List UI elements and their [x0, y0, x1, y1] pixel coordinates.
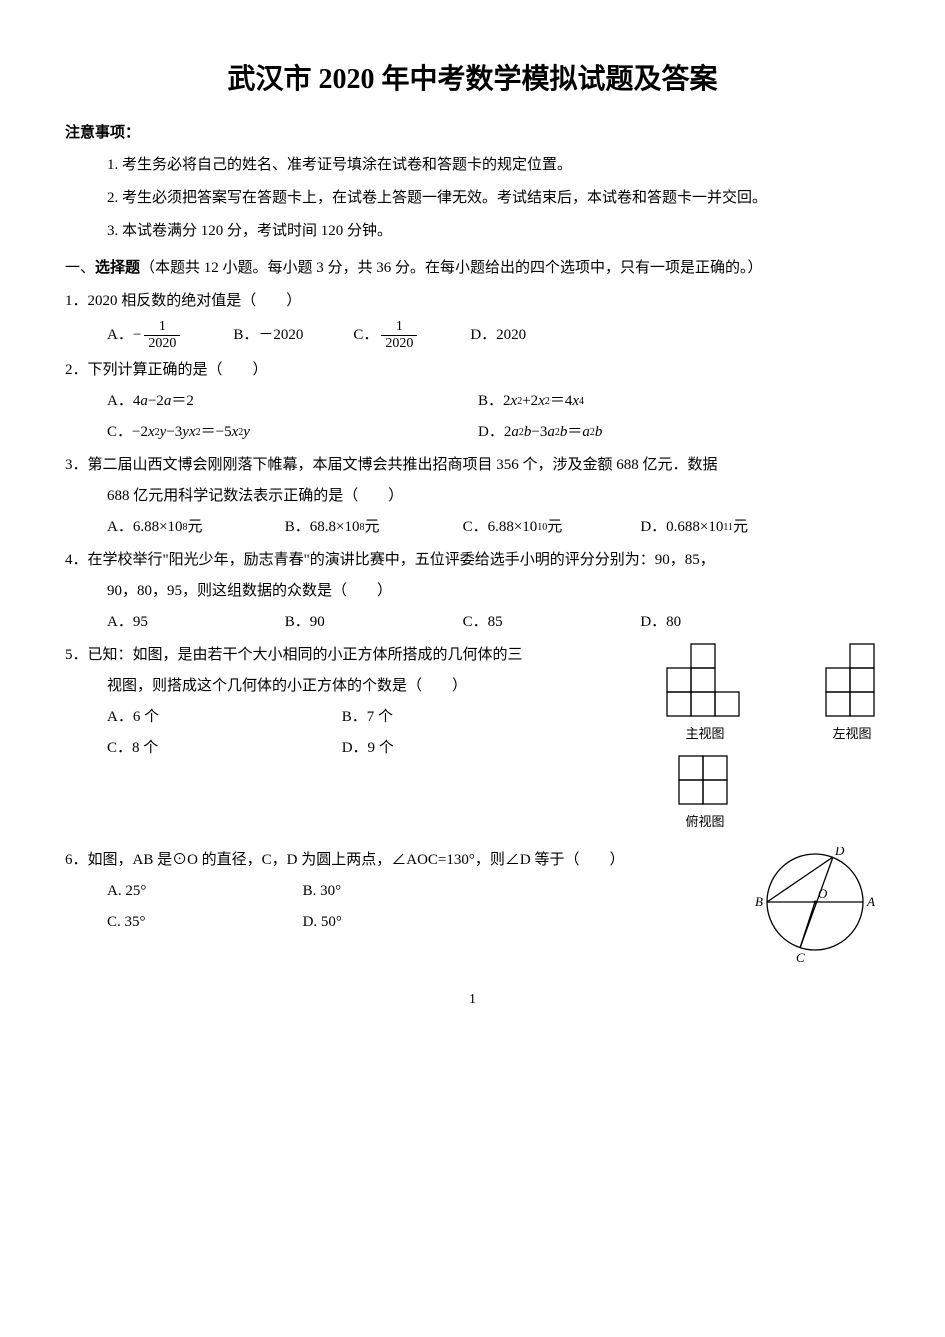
svg-text:O: O [818, 886, 828, 901]
q1-opt-b: B．－2020 [233, 319, 303, 351]
top-view-icon [677, 754, 733, 808]
q5-options-row2: C．8 个 D．9 个 [65, 735, 596, 762]
front-view-icon [665, 642, 745, 720]
q4-opt-a: A．95 [107, 609, 285, 636]
q1-opt-d: D．2020 [470, 319, 526, 351]
fraction-icon: 12020 [381, 319, 417, 351]
svg-text:A: A [866, 894, 875, 909]
q4-options: A．95 B．90 C．85 D．80 [65, 609, 880, 636]
q1-opt-a: A．−12020 [107, 319, 183, 351]
q5-figure: 主视图 左视图 俯视图 [665, 642, 880, 841]
q4-text: 4．在学校举行"阳光少年，励志青春"的演讲比赛中，五位评委给选手小明的评分分别为… [65, 547, 880, 574]
q3-options: A．6.88×108 元 B．68.8×108 元 C．6.88×1010 元 … [65, 514, 880, 541]
q5-opt-c: C．8 个 [107, 735, 342, 762]
page-title: 武汉市 2020 年中考数学模拟试题及答案 [65, 55, 880, 105]
q3-opt-c: C．6.88×1010 元 [463, 514, 641, 541]
q5-opt-d: D．9 个 [342, 735, 577, 762]
q2-options-row1: A．4a−2a＝2 B．2x2+2x2＝4x4 [65, 388, 880, 415]
frac-num: 1 [144, 319, 180, 335]
q1-text: 1．2020 相反数的绝对值是（ ） [65, 288, 880, 315]
q6-opt-d: D. 50° [303, 909, 499, 936]
question-2: 2．下列计算正确的是（ ） A．4a−2a＝2 B．2x2+2x2＝4x4 C．… [65, 357, 880, 446]
q3-opt-a: A．6.88×108 元 [107, 514, 285, 541]
side-label: 左视图 [824, 722, 880, 745]
q5-top-view: 俯视图 [677, 754, 733, 833]
q3-sub: 688 亿元用科学记数法表示正确的是（ ） [65, 483, 880, 510]
q1-options: A．−12020 B．－2020 C．12020 D．2020 [65, 319, 880, 351]
q4-opt-b: B．90 [285, 609, 463, 636]
q1-c-prefix: C． [353, 322, 378, 349]
section-rest: （本题共 12 小题。每小题 3 分，共 36 分。在每小题给出的四个选项中，只… [140, 260, 763, 276]
q5-options-row1: A．6 个 B．7 个 [65, 704, 596, 731]
q4-opt-c: C．85 [463, 609, 641, 636]
q6-opt-b: B. 30° [303, 878, 499, 905]
q5-opt-a: A．6 个 [107, 704, 342, 731]
q6-opt-a: A. 25° [107, 878, 303, 905]
q4-opt-d: D．80 [640, 609, 818, 636]
q6-opt-c: C. 35° [107, 909, 303, 936]
q3-opt-b: B．68.8×108 元 [285, 514, 463, 541]
q5-side-view: 左视图 [824, 642, 880, 745]
q5-views-row2: 俯视图 [665, 754, 880, 833]
q2-opt-a: A．4a−2a＝2 [107, 388, 478, 415]
svg-text:D: D [834, 847, 845, 858]
q6-options-row1: A. 25° B. 30° [65, 878, 515, 905]
svg-text:C: C [796, 950, 805, 962]
page-number: 1 [65, 987, 880, 1012]
front-label: 主视图 [665, 722, 745, 745]
section-prefix: 一、 [65, 260, 95, 276]
q2-opt-b: B．2x2+2x2＝4x4 [478, 388, 849, 415]
question-6: ABCDO 6．如图，AB 是⊙O 的直径，C，D 为圆上两点，∠AOC=130… [65, 847, 880, 962]
side-view-icon [824, 642, 880, 720]
circle-diagram-icon: A B C D O [755, 847, 880, 962]
q1-opt-c: C．12020 [353, 319, 420, 351]
question-3: 3．第二届山西文博会刚刚落下帷幕，本届文博会共推出招商项目 356 个，涉及金额… [65, 452, 880, 541]
section-1-header: 一、选择题（本题共 12 小题。每小题 3 分，共 36 分。在每小题给出的四个… [65, 255, 880, 282]
frac-den: 2020 [144, 336, 180, 351]
q6-options-row2: C. 35° D. 50° [65, 909, 515, 936]
q5-views-row1: 主视图 左视图 [665, 642, 880, 745]
q1-a-prefix: A． [107, 322, 133, 349]
frac-num: 1 [381, 319, 417, 335]
q2-text: 2．下列计算正确的是（ ） [65, 357, 880, 384]
question-4: 4．在学校举行"阳光少年，励志青春"的演讲比赛中，五位评委给选手小明的评分分别为… [65, 547, 880, 636]
notice-item-2: 2. 考生必须把答案写在答题卡上，在试卷上答题一律无效。考试结束后，本试卷和答题… [65, 185, 880, 212]
q2-opt-d: D．2a2b−3a2b＝a2b [478, 419, 849, 446]
top-label: 俯视图 [677, 810, 733, 833]
q5-front-view: 主视图 [665, 642, 745, 745]
q5-opt-b: B．7 个 [342, 704, 577, 731]
frac-den: 2020 [381, 336, 417, 351]
notice-item-3: 3. 本试卷满分 120 分，考试时间 120 分钟。 [65, 218, 880, 245]
notice-header: 注意事项： [65, 120, 880, 147]
fraction-icon: 12020 [144, 319, 180, 351]
q3-text: 3．第二届山西文博会刚刚落下帷幕，本届文博会共推出招商项目 356 个，涉及金额… [65, 452, 880, 479]
q6-figure: A B C D O [755, 847, 880, 962]
q4-sub: 90，80，95，则这组数据的众数是（ ） [65, 578, 880, 605]
question-1: 1．2020 相反数的绝对值是（ ） A．−12020 B．－2020 C．12… [65, 288, 880, 351]
svg-text:B: B [755, 894, 763, 909]
q2-opt-c: C．−2x2y−3yx2＝−5x2y [107, 419, 478, 446]
notice-item-1: 1. 考生务必将自己的姓名、准考证号填涂在试卷和答题卡的规定位置。 [65, 152, 880, 179]
section-bold: 选择题 [95, 260, 140, 276]
q3-opt-d: D．0.688×1011 元 [640, 514, 818, 541]
q2-options-row2: C．−2x2y−3yx2＝−5x2y D．2a2b−3a2b＝a2b [65, 419, 880, 446]
question-5: 主视图 左视图 俯视图 5．已知：如图，是由若干个大小相同的小正方体所搭成的几何… [65, 642, 880, 841]
